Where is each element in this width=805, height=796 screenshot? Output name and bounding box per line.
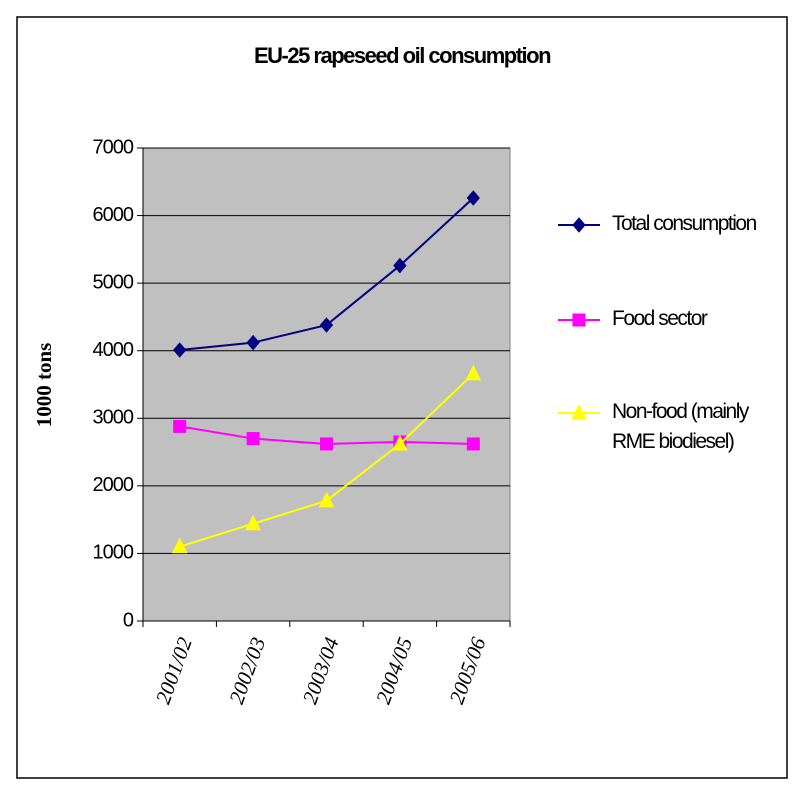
legend-label: Total consumption <box>612 212 757 235</box>
marker <box>465 364 482 381</box>
y-tick-label: 7000 <box>93 136 134 158</box>
marker <box>572 217 586 233</box>
marker <box>173 419 187 433</box>
marker <box>318 491 335 508</box>
marker <box>246 334 260 351</box>
marker <box>466 437 480 451</box>
chart-title: EU-25 rapeseed oil consumption <box>254 43 551 68</box>
marker <box>171 537 188 554</box>
y-tick-label: 1000 <box>93 542 134 564</box>
marker <box>173 342 187 358</box>
marker <box>571 403 587 420</box>
marker <box>393 257 407 274</box>
y-tick-label: 0 <box>123 609 134 631</box>
y-tick-label: 6000 <box>93 204 134 226</box>
marker <box>245 514 261 531</box>
legend-label: Non-food (mainly RME biodiesel) <box>612 400 749 453</box>
y-tick-label: 5000 <box>93 271 134 293</box>
marker <box>392 434 408 451</box>
y-tick-label: 2000 <box>93 474 134 496</box>
marker <box>466 190 480 206</box>
marker <box>246 432 260 446</box>
marker <box>572 313 586 327</box>
y-tick-label: 3000 <box>93 407 134 429</box>
y-axis-label: 1000 tons <box>32 343 56 428</box>
legend-label: Food sector <box>612 307 708 330</box>
y-tick-label: 4000 <box>93 339 134 361</box>
marker <box>320 437 333 451</box>
plot-area <box>142 147 511 622</box>
marker <box>319 317 334 333</box>
